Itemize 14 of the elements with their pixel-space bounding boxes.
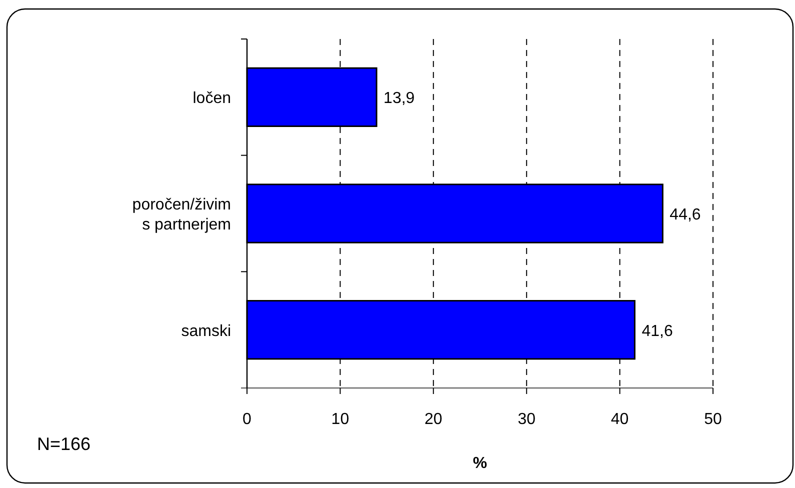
x-tick-label: 20 (424, 411, 442, 428)
y-tick-label: samski (181, 322, 231, 340)
x-tick-label: 0 (242, 411, 252, 428)
data-label: 41,6 (642, 322, 673, 340)
y-tick-label: ločen (192, 90, 231, 108)
x-tick-label: 10 (331, 411, 350, 428)
x-tick-label: 40 (610, 411, 629, 428)
data-label: 44,6 (670, 206, 701, 224)
text: N=166 (37, 434, 91, 454)
x-tick-label: 30 (518, 411, 536, 428)
y-tick-label: poročen/živim s partnerjem (132, 196, 231, 234)
x-axis-title: % (472, 455, 488, 472)
x-tick-label: 50 (704, 411, 722, 428)
data-label: 13,9 (384, 90, 415, 108)
